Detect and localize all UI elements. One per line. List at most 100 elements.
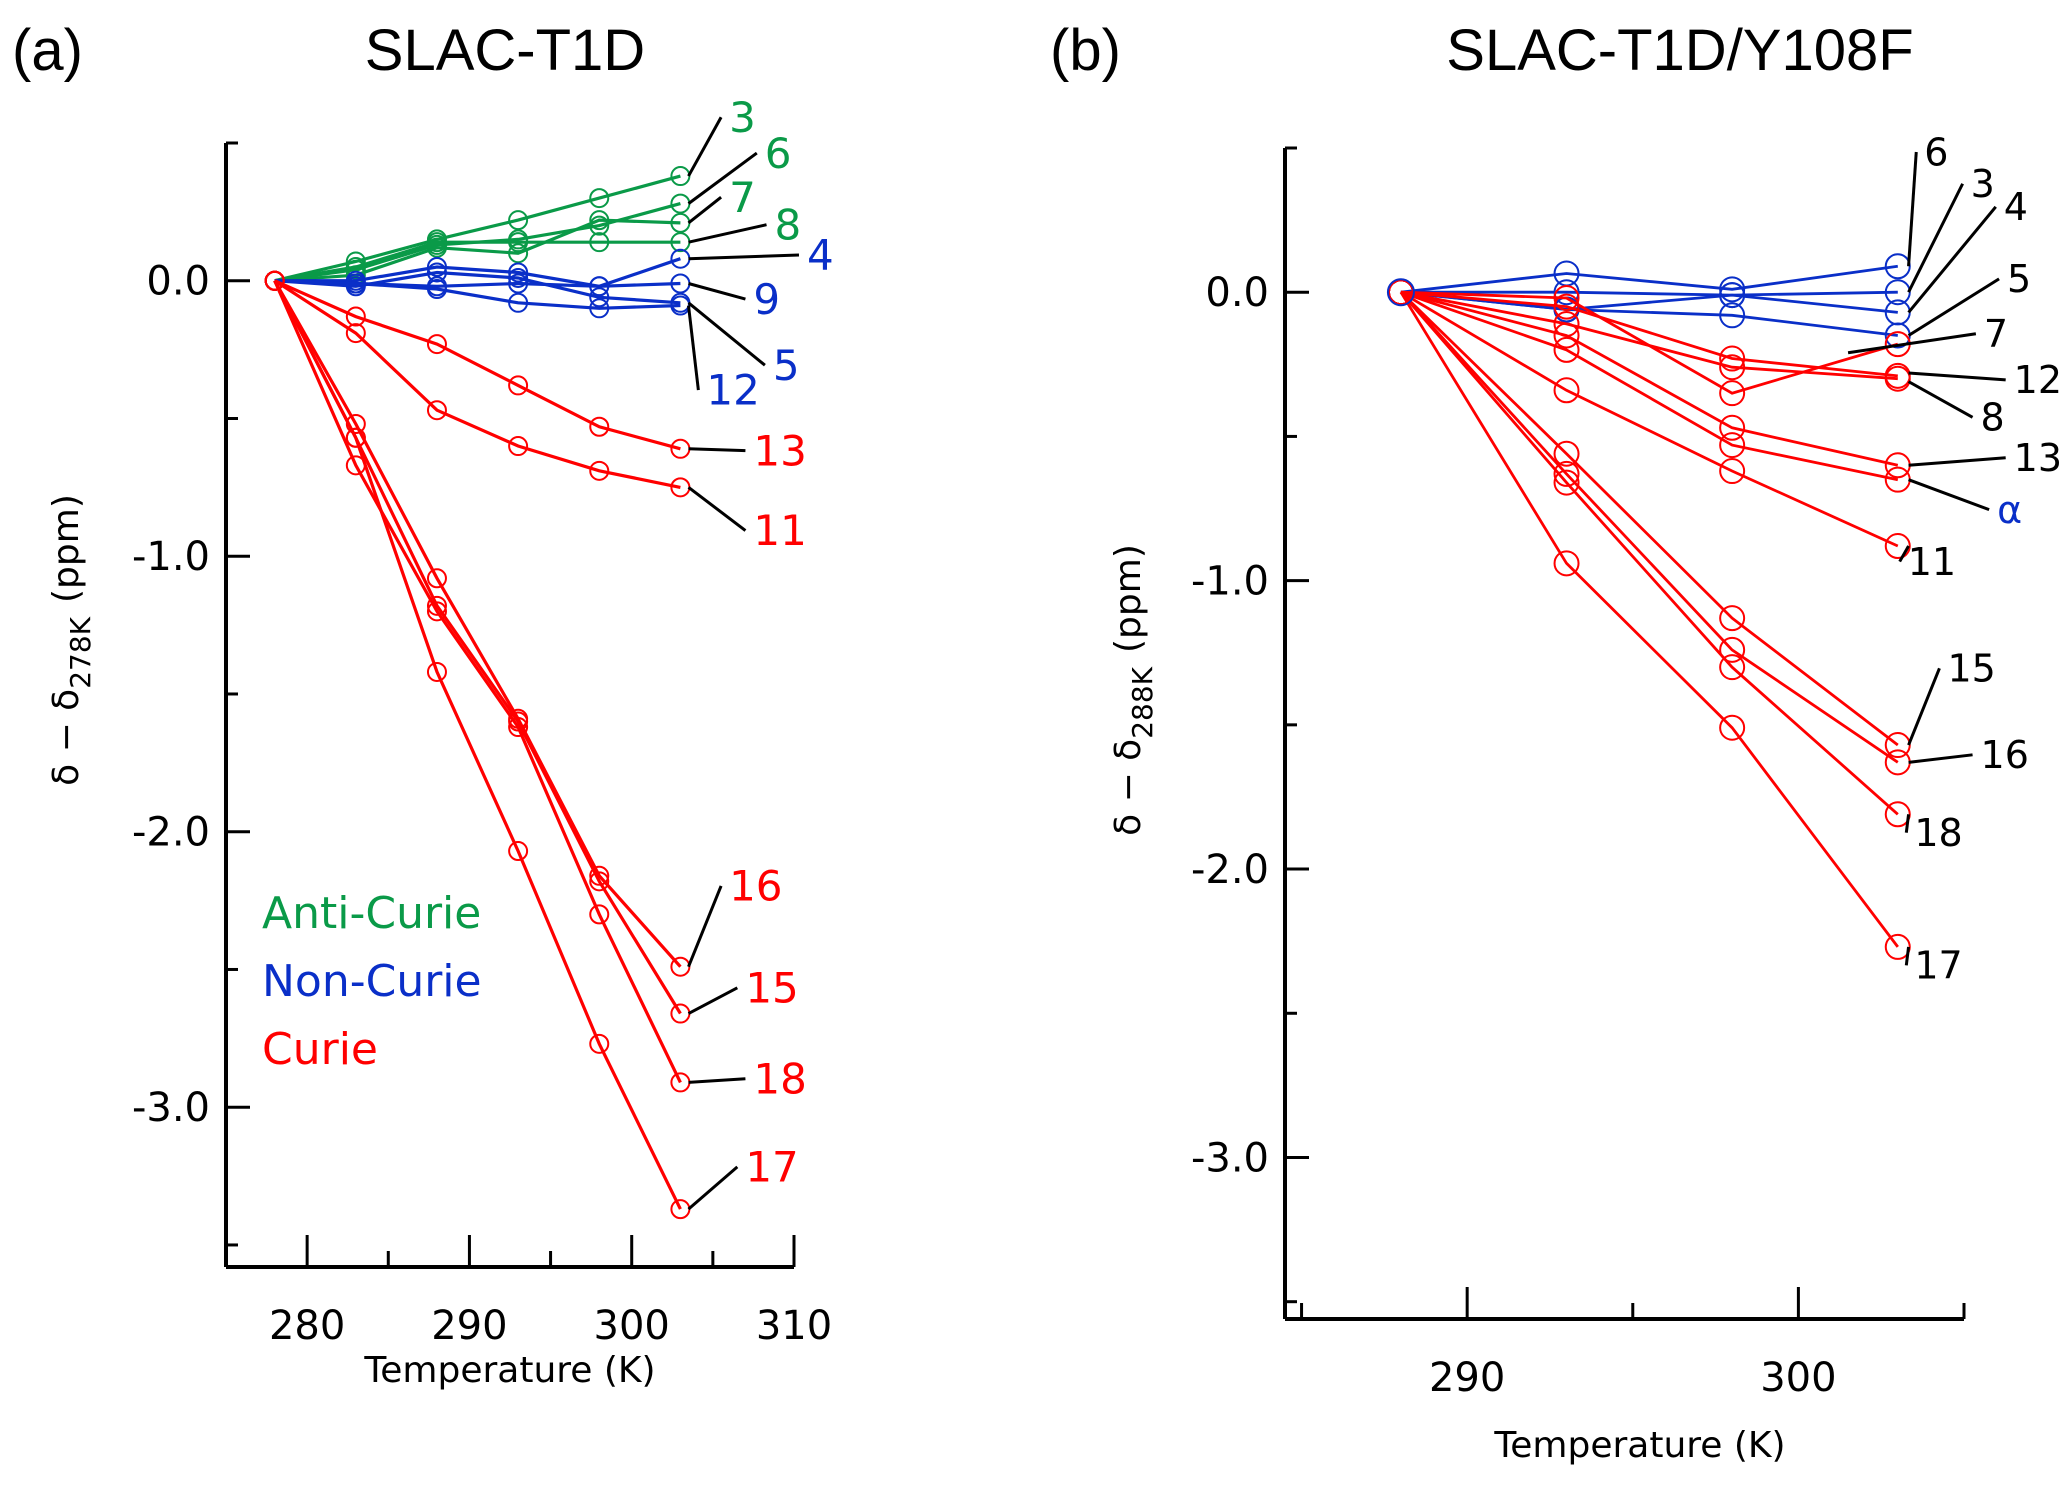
leader-line bbox=[687, 305, 700, 391]
leader-line bbox=[687, 116, 723, 177]
data-point bbox=[426, 595, 447, 616]
series-label: 7 bbox=[729, 173, 756, 222]
data-point bbox=[426, 334, 447, 355]
y-tick-label: -2.0 bbox=[1191, 847, 1269, 893]
panel-a-ylabel-main: δ − δ bbox=[46, 689, 87, 786]
series-15 bbox=[1387, 279, 1911, 759]
origin-point bbox=[264, 270, 285, 291]
panel-b-letter: (b) bbox=[1050, 18, 1121, 83]
panel-b-axes: 0.0 -1.0 -2.0 -3.0 290 300 bbox=[1191, 146, 1966, 1401]
series-label: 13 bbox=[753, 426, 806, 475]
data-point bbox=[426, 279, 447, 300]
data-point bbox=[1553, 279, 1580, 306]
series-line bbox=[1400, 290, 1898, 337]
x-tick-label: 280 bbox=[269, 1303, 345, 1349]
data-point bbox=[1553, 550, 1580, 577]
leader-line bbox=[1908, 478, 1990, 512]
y-tick-label: -1.0 bbox=[1191, 559, 1269, 605]
series-12 bbox=[1387, 279, 1911, 389]
legend-anti-curie: Anti-Curie bbox=[262, 888, 481, 939]
leader-line bbox=[687, 301, 766, 367]
data-point bbox=[508, 232, 529, 253]
y-tick-label: -1.0 bbox=[132, 534, 210, 580]
data-point bbox=[1553, 469, 1580, 496]
series-11 bbox=[1387, 279, 1911, 560]
series-line bbox=[273, 279, 681, 489]
data-point bbox=[670, 1003, 691, 1024]
series-label: 18 bbox=[1914, 811, 1962, 855]
data-point bbox=[508, 243, 529, 264]
leader-line bbox=[1904, 946, 1911, 966]
legend-curie: Curie bbox=[262, 1024, 378, 1075]
leader-line bbox=[1907, 151, 1918, 267]
x-tick-label: 300 bbox=[1760, 1355, 1836, 1401]
series-label: α bbox=[1997, 488, 2022, 532]
leader-line bbox=[688, 253, 800, 261]
series-label: 18 bbox=[753, 1054, 806, 1103]
data-point bbox=[1884, 801, 1911, 828]
data-point bbox=[589, 276, 610, 297]
leader-line bbox=[687, 986, 739, 1015]
x-tick-label: 300 bbox=[594, 1303, 670, 1349]
data-point bbox=[345, 323, 366, 344]
data-point bbox=[345, 414, 366, 434]
data-point bbox=[589, 865, 610, 886]
data-point bbox=[1884, 533, 1911, 560]
y-tick-label: 0.0 bbox=[1205, 270, 1269, 316]
panel-a-letter: (a) bbox=[12, 18, 83, 83]
panel-a-ylabel-sub: 278K bbox=[64, 616, 97, 688]
data-point bbox=[508, 375, 529, 396]
panel-b-xlabel: Temperature (K) bbox=[1493, 1425, 1785, 1466]
data-point bbox=[670, 1072, 691, 1093]
data-point bbox=[589, 1033, 610, 1054]
series-label: 3 bbox=[1971, 162, 1995, 206]
data-point bbox=[1553, 440, 1580, 467]
data-point bbox=[508, 210, 529, 231]
series-label: 12 bbox=[706, 366, 759, 415]
data-point bbox=[1884, 365, 1911, 392]
y-tick-label: -3.0 bbox=[132, 1085, 210, 1131]
series-line bbox=[273, 279, 682, 1210]
series-line bbox=[1400, 290, 1899, 482]
series-label: 4 bbox=[807, 231, 834, 280]
series-label: 9 bbox=[753, 275, 780, 324]
series-label: 16 bbox=[1981, 733, 2029, 777]
data-point bbox=[508, 841, 529, 862]
data-point bbox=[426, 232, 447, 253]
series-label: 13 bbox=[2014, 436, 2062, 480]
series-18 bbox=[264, 270, 691, 1093]
leader-line bbox=[1904, 814, 1911, 833]
panel-a-ylabel-unit: (ppm) bbox=[46, 494, 87, 603]
data-point bbox=[345, 273, 366, 294]
data-point bbox=[426, 601, 447, 622]
series-label: 5 bbox=[773, 341, 800, 390]
series-label: 17 bbox=[745, 1143, 798, 1192]
leader-line bbox=[688, 1077, 746, 1084]
data-point bbox=[345, 256, 366, 277]
leader-line bbox=[687, 151, 758, 205]
series-label: 12 bbox=[2014, 358, 2062, 402]
series-line bbox=[1399, 291, 1899, 764]
series-label: 3 bbox=[729, 93, 756, 142]
data-point bbox=[1719, 345, 1746, 372]
series-line bbox=[1400, 290, 1899, 548]
series-16 bbox=[1387, 279, 1911, 776]
leader-line bbox=[1907, 277, 2000, 337]
data-point bbox=[1553, 284, 1580, 311]
data-point bbox=[589, 287, 610, 308]
data-point bbox=[589, 210, 610, 231]
data-point bbox=[426, 661, 447, 682]
series-line bbox=[1399, 291, 1899, 816]
data-point bbox=[1553, 460, 1580, 487]
series-line bbox=[273, 280, 682, 1084]
series-label: 11 bbox=[1908, 540, 1956, 584]
y-tick-label: 0.0 bbox=[146, 259, 210, 305]
leader-line bbox=[1908, 456, 2006, 467]
origin-point bbox=[1386, 278, 1415, 307]
panel-b-series bbox=[1386, 253, 1911, 960]
data-point bbox=[1719, 282, 1746, 309]
data-point bbox=[508, 436, 529, 457]
series-label: 17 bbox=[1914, 944, 1962, 988]
